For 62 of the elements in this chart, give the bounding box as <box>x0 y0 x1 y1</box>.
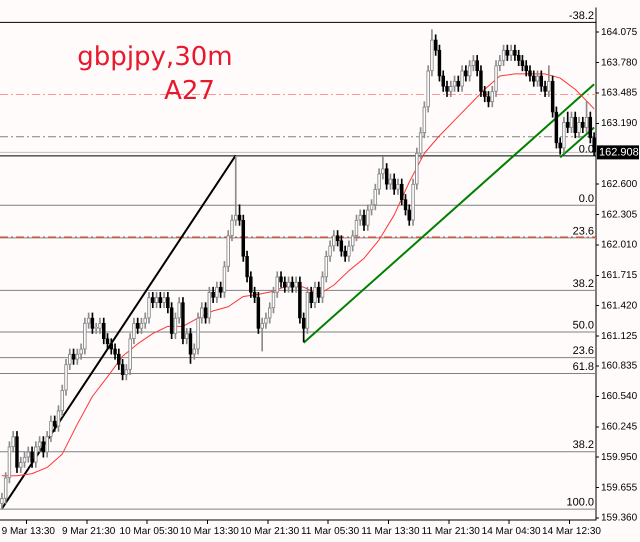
text: A27 <box>164 76 215 106</box>
y-tick-label: 161.125 <box>601 330 638 342</box>
candlestick <box>547 65 551 97</box>
candlestick <box>158 292 162 308</box>
y-tick-label: 159.950 <box>601 452 638 463</box>
annotation: 23.6 <box>572 225 594 238</box>
candlestick <box>570 112 574 133</box>
y-tick-label: 163.190 <box>601 118 638 130</box>
y-tick-label: 159.655 <box>601 482 638 494</box>
y-tick-label: 160.245 <box>601 422 638 433</box>
x-tick-label: 9 Mar 13:30 <box>2 526 56 537</box>
y-tick-label: 164.075 <box>601 26 638 38</box>
x-tick-label: 10 Mar 05:30 <box>120 526 179 537</box>
text: gbpjpy,30m <box>77 42 233 72</box>
candlestick <box>396 178 400 195</box>
y-tick-label: 159.360 <box>601 512 638 524</box>
ref-line-label: 162.908 <box>599 146 639 158</box>
x-tick-label: 14 Mar 04:30 <box>482 526 542 537</box>
x-tick-label: 14 Mar 12:30 <box>542 526 602 537</box>
candlestick <box>464 65 468 82</box>
y-tick-label: 160.540 <box>601 391 638 402</box>
candlestick <box>15 431 19 473</box>
y-tick-label: 163.485 <box>601 88 638 99</box>
candlestick <box>290 276 294 293</box>
x-tick-label: 10 Mar 13:30 <box>180 526 240 537</box>
candlestick <box>211 286 215 303</box>
y-tick-label: 163.780 <box>601 57 638 68</box>
y-tick-label: 162.305 <box>601 209 638 220</box>
annotation: 0.0 <box>578 192 594 205</box>
candlestick <box>388 174 392 190</box>
candlestick <box>580 116 585 133</box>
candlestick <box>30 446 34 468</box>
annotation: 23.6 <box>572 345 594 358</box>
candlestick <box>392 174 396 195</box>
x-tick-label: 11 Mar 13:30 <box>361 526 420 537</box>
y-tick-label: 161.715 <box>601 270 638 282</box>
x-tick-label: 9 Mar 21:30 <box>62 526 116 537</box>
x-tick-label: 11 Mar 05:30 <box>300 526 360 537</box>
y-tick-label: 160.835 <box>601 360 638 372</box>
candlestick <box>72 348 76 365</box>
annotation: -38.2 <box>568 10 594 22</box>
candlestick <box>316 282 321 303</box>
candlestick <box>42 436 46 458</box>
candlestick <box>566 112 570 133</box>
candlestick <box>204 302 208 324</box>
candlestick <box>181 297 185 344</box>
candlestick <box>584 101 588 133</box>
y-tick-label: 161.420 <box>601 300 638 312</box>
annotation: 100.0 <box>566 496 594 509</box>
candlestick <box>536 70 540 87</box>
y-tick-label: 162.600 <box>601 178 638 190</box>
candlestick <box>309 286 314 308</box>
x-tick-label: 10 Mar 21:30 <box>240 526 300 537</box>
annotation: 38.2 <box>572 439 594 452</box>
annotation: 38.2 <box>572 278 594 290</box>
candlestick <box>362 210 366 231</box>
x-tick-label: 11 Mar 21:30 <box>422 526 480 537</box>
candlestick <box>150 292 155 308</box>
y-tick-label: 162.010 <box>601 240 638 251</box>
candlestick <box>188 328 192 364</box>
annotation: 50.0 <box>572 320 594 332</box>
annotation: 61.8 <box>572 361 594 374</box>
